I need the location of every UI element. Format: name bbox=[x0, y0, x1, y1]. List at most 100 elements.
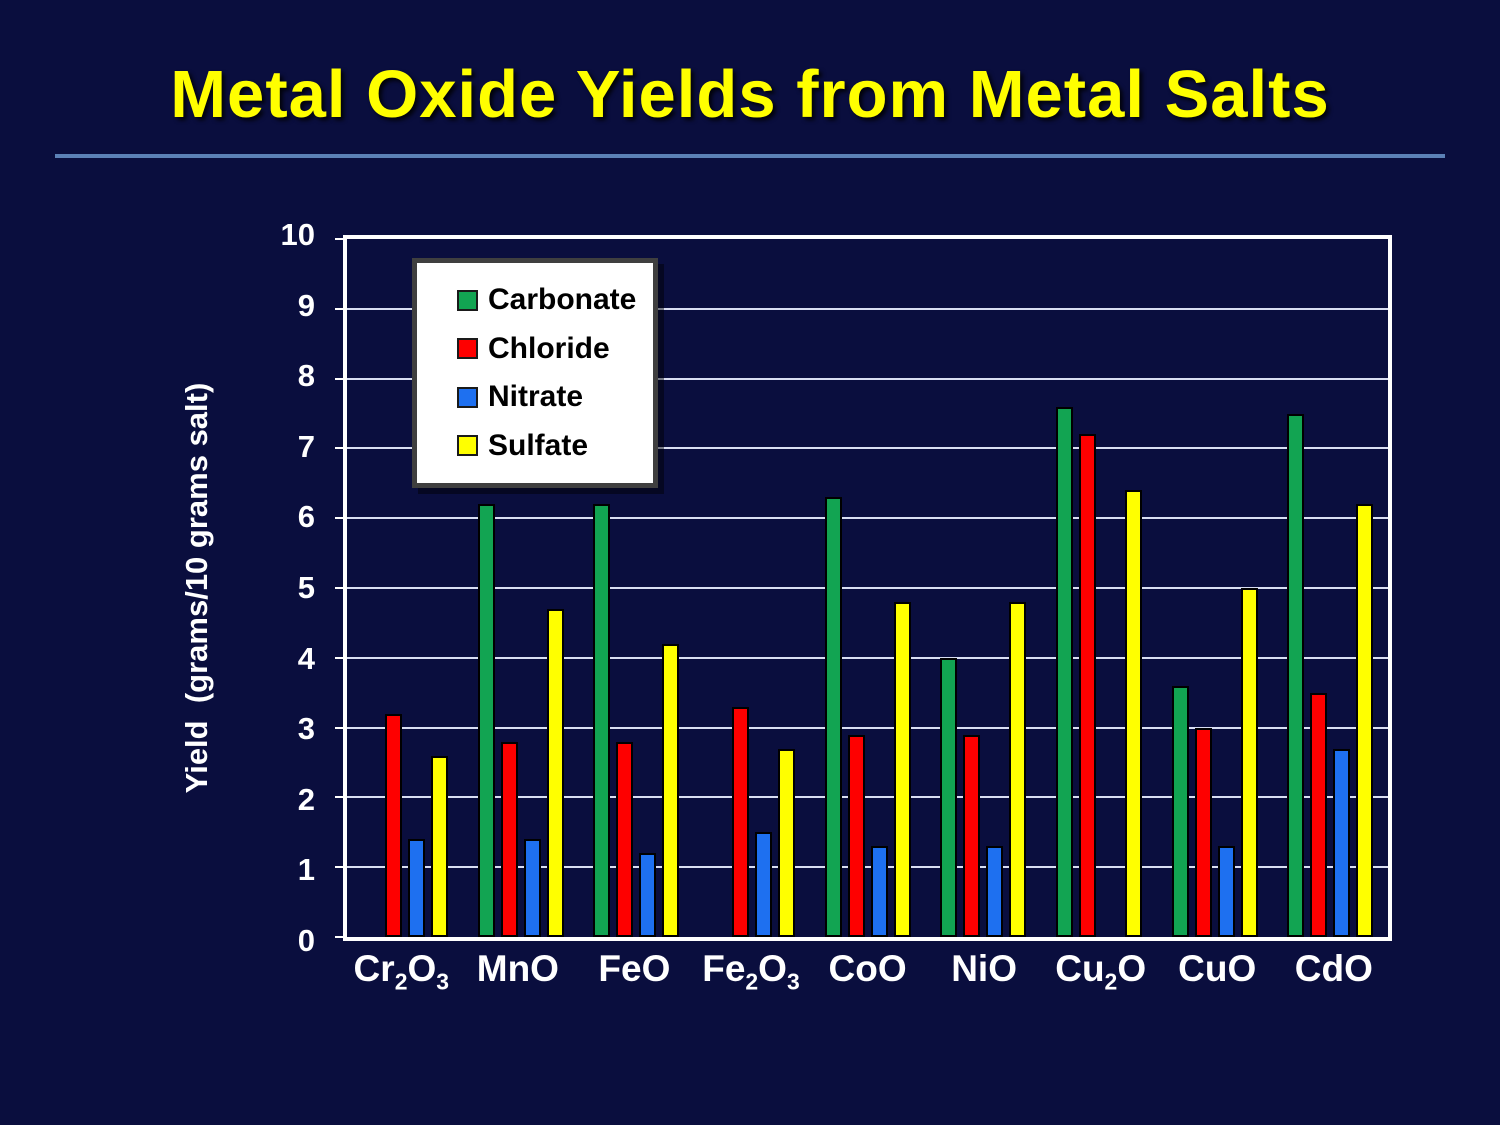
bar-sulfate-cdo bbox=[1356, 504, 1374, 937]
gridline-y-5 bbox=[347, 587, 1388, 589]
legend-label-chloride: Chloride bbox=[488, 331, 610, 365]
legend-label-carbonate: Carbonate bbox=[488, 283, 637, 316]
chloride-swatch-icon bbox=[457, 338, 478, 360]
bar-carbonate-nio bbox=[940, 657, 958, 937]
y-axis-tick-5 bbox=[335, 587, 347, 589]
y-axis-tick-2 bbox=[335, 796, 347, 799]
title-divider bbox=[55, 154, 1445, 158]
x-tick-label-mno: MnO bbox=[476, 948, 559, 989]
x-axis-tick-labels: Cr2O3 MnO FeO Fe2O3 CoO NiO Cu2O CuO CdO bbox=[343, 948, 1392, 995]
gridline-y-9 bbox=[347, 307, 1388, 310]
sulfate-swatch-icon bbox=[457, 435, 478, 457]
y-tick-label-9: 9 bbox=[297, 287, 315, 323]
y-tick-label-7: 7 bbox=[297, 428, 315, 464]
bar-carbonate-feo bbox=[593, 504, 611, 937]
x-tick-label-cdo: CdO bbox=[1294, 948, 1373, 989]
bar-nitrate-cr2o3 bbox=[407, 839, 425, 937]
y-axis-tick-0 bbox=[335, 936, 347, 938]
y-tick-label-1: 1 bbox=[297, 852, 315, 888]
legend-label-sulfate: Sulfate bbox=[488, 428, 589, 462]
y-axis-tick-7 bbox=[335, 447, 347, 450]
bar-chloride-cuo bbox=[1194, 727, 1212, 937]
bar-carbonate-cu2o bbox=[1055, 406, 1073, 937]
bar-nitrate-mno bbox=[523, 839, 541, 937]
bar-nitrate-nio bbox=[986, 846, 1004, 937]
bar-nitrate-cdo bbox=[1333, 748, 1351, 937]
bar-group-coo bbox=[810, 239, 926, 937]
y-axis-tick-6 bbox=[335, 517, 347, 520]
y-axis-tick-10 bbox=[335, 238, 347, 240]
bar-chloride-cr2o3 bbox=[384, 713, 402, 937]
y-axis-tick-1 bbox=[335, 866, 347, 869]
bar-chloride-fe2o3 bbox=[731, 706, 749, 937]
bar-group-mno bbox=[463, 239, 579, 937]
y-tick-label-8: 8 bbox=[297, 358, 315, 394]
bar-carbonate-coo bbox=[824, 497, 842, 937]
x-tick-label-nio: NiO bbox=[951, 948, 1017, 989]
y-tick-label-5: 5 bbox=[297, 570, 315, 605]
bar-group-cr2o3 bbox=[347, 239, 463, 937]
x-tick-label-cuo: CuO bbox=[1178, 948, 1257, 989]
x-tick-label-coo: CoO bbox=[828, 948, 907, 989]
x-tick-label-cu2o: Cu2O bbox=[1055, 948, 1147, 995]
bar-carbonate-cuo bbox=[1171, 685, 1189, 937]
y-tick-label-3: 3 bbox=[297, 711, 315, 747]
gridline-y-3 bbox=[347, 726, 1388, 729]
page-title: Metal Oxide Yields from Metal Salts bbox=[170, 57, 1330, 132]
gridline-y-2 bbox=[347, 796, 1388, 799]
y-axis-tick-labels: 0 1 2 3 4 5 6 7 8 9 10 bbox=[210, 217, 315, 958]
carbonate-swatch-icon bbox=[457, 289, 478, 311]
bar-sulfate-feo bbox=[662, 643, 680, 937]
y-axis-tick-8 bbox=[335, 377, 347, 380]
bar-sulfate-cuo bbox=[1240, 588, 1258, 937]
y-tick-label-2: 2 bbox=[297, 781, 315, 817]
x-tick-label-feo: FeO bbox=[598, 948, 671, 989]
nitrate-swatch-icon bbox=[457, 386, 478, 408]
bar-chloride-mno bbox=[500, 741, 518, 937]
legend-label-nitrate: Nitrate bbox=[488, 380, 584, 414]
bar-group-fe2o3 bbox=[694, 239, 810, 937]
bar-sulfate-nio bbox=[1009, 601, 1027, 937]
x-tick-label-fe2o3: Fe2O3 bbox=[702, 948, 800, 995]
y-axis-tick-3 bbox=[335, 726, 347, 729]
x-tick-label-cr2o3: Cr2O3 bbox=[353, 948, 449, 995]
bar-chloride-feo bbox=[616, 741, 634, 937]
bar-groups bbox=[347, 239, 1388, 937]
bar-sulfate-cr2o3 bbox=[430, 755, 448, 937]
bar-nitrate-coo bbox=[870, 846, 888, 937]
bar-nitrate-fe2o3 bbox=[754, 832, 772, 937]
bar-chloride-coo bbox=[847, 734, 865, 937]
legend-item-nitrate: Nitrate bbox=[457, 380, 645, 414]
bar-nitrate-cuo bbox=[1217, 846, 1235, 937]
bar-nitrate-feo bbox=[639, 853, 657, 937]
gridline-y-8 bbox=[347, 377, 1388, 380]
y-axis-tick-9 bbox=[335, 307, 347, 310]
bar-chloride-cdo bbox=[1310, 692, 1328, 937]
bar-sulfate-mno bbox=[546, 608, 564, 937]
bar-sulfate-coo bbox=[893, 601, 911, 937]
gridline-y-6 bbox=[347, 517, 1388, 520]
legend-item-chloride: Chloride bbox=[457, 332, 645, 366]
bar-group-feo bbox=[578, 239, 694, 937]
bar-chloride-cu2o bbox=[1078, 434, 1096, 937]
legend-item-carbonate: Carbonate bbox=[457, 283, 645, 317]
y-tick-label-6: 6 bbox=[297, 499, 315, 535]
bar-group-cdo bbox=[1272, 239, 1388, 937]
y-tick-label-4: 4 bbox=[297, 640, 315, 676]
bar-group-cu2o bbox=[1041, 239, 1157, 937]
bar-chloride-nio bbox=[963, 734, 981, 937]
bar-group-cuo bbox=[1157, 239, 1273, 937]
plot-area bbox=[335, 235, 1392, 941]
gridline-y-1 bbox=[347, 866, 1388, 869]
y-axis-tick-4 bbox=[335, 656, 347, 659]
legend-item-sulfate: Sulfate bbox=[457, 429, 645, 463]
bar-carbonate-mno bbox=[477, 504, 495, 937]
gridline-y-4 bbox=[347, 656, 1388, 659]
y-tick-label-10: 10 bbox=[280, 217, 315, 252]
y-tick-label-0: 0 bbox=[297, 923, 315, 958]
gridline-y-7 bbox=[347, 447, 1388, 450]
chart-legend: Carbonate Chloride Nitrate Sulfate bbox=[412, 258, 658, 488]
bar-sulfate-cu2o bbox=[1124, 490, 1142, 937]
bar-carbonate-cdo bbox=[1287, 413, 1305, 937]
